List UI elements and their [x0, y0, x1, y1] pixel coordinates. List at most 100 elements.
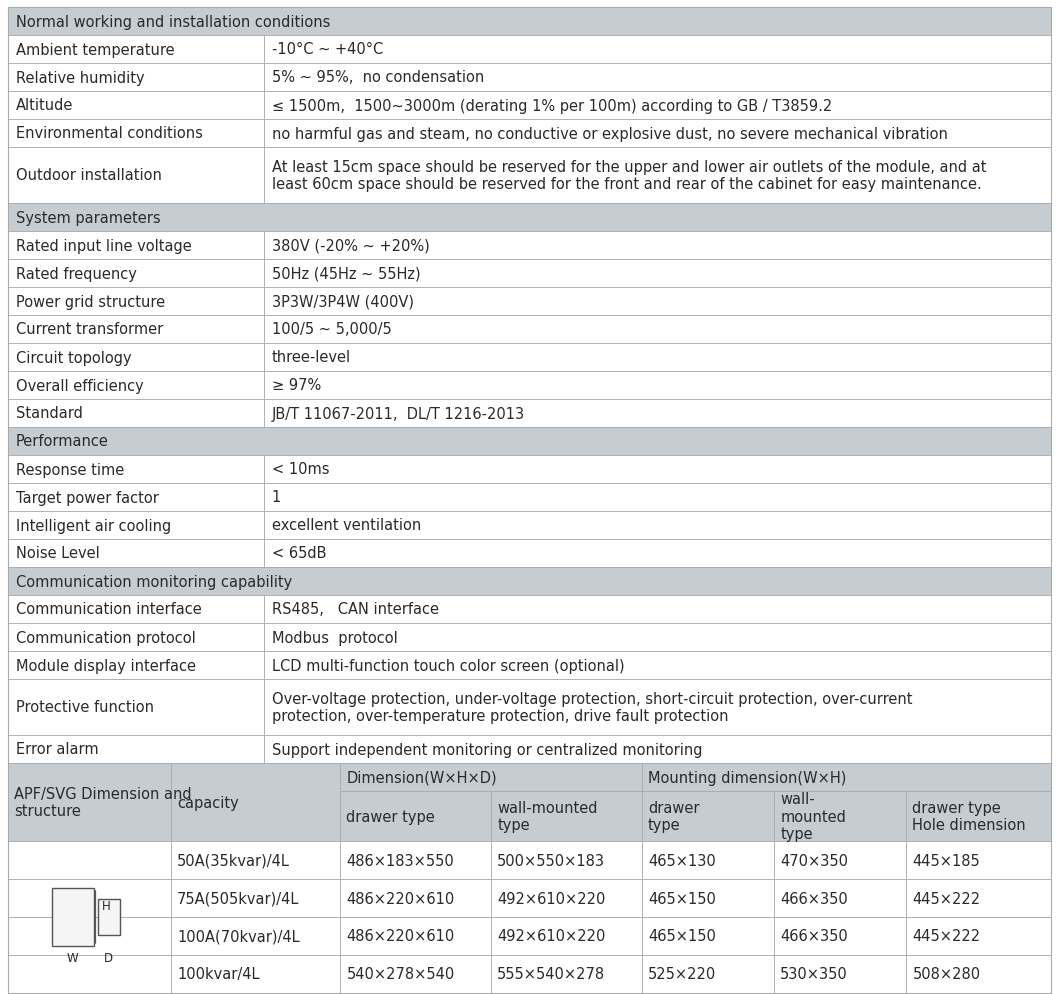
- Bar: [8, 64, 264, 91]
- Bar: [264, 259, 1051, 287]
- Text: 466×350: 466×350: [780, 928, 848, 943]
- Text: At least 15cm space should be reserved for the upper and lower air outlets of th: At least 15cm space should be reserved f…: [271, 160, 986, 192]
- Text: no harmful gas and steam, no conductive or explosive dust, no severe mechanical : no harmful gas and steam, no conductive …: [271, 126, 948, 141]
- Text: Overall efficiency: Overall efficiency: [16, 378, 144, 393]
- Bar: [264, 344, 1051, 372]
- Bar: [642, 763, 1051, 791]
- Text: 466×350: 466×350: [780, 891, 848, 906]
- Bar: [491, 791, 642, 842]
- Text: 445×222: 445×222: [913, 928, 981, 943]
- Bar: [264, 623, 1051, 651]
- Text: Ambient temperature: Ambient temperature: [16, 43, 175, 58]
- Text: D: D: [104, 951, 113, 964]
- Text: LCD multi-function touch color screen (optional): LCD multi-function touch color screen (o…: [271, 658, 624, 673]
- Bar: [774, 917, 907, 955]
- Text: 100/5 ~ 5,000/5: 100/5 ~ 5,000/5: [271, 322, 391, 337]
- Text: Error alarm: Error alarm: [16, 742, 98, 756]
- Text: 465×130: 465×130: [648, 853, 716, 868]
- Text: Intelligent air cooling: Intelligent air cooling: [16, 518, 172, 533]
- Text: ≥ 97%: ≥ 97%: [271, 378, 321, 393]
- Bar: [264, 455, 1051, 483]
- Text: 100kvar/4L: 100kvar/4L: [177, 966, 259, 981]
- Bar: [8, 763, 172, 993]
- Bar: [774, 791, 907, 842]
- Bar: [8, 36, 264, 64]
- Text: 492×610×220: 492×610×220: [497, 928, 606, 943]
- Bar: [907, 955, 1051, 993]
- Text: Target power factor: Target power factor: [16, 490, 159, 505]
- Bar: [172, 842, 340, 880]
- Bar: [264, 232, 1051, 259]
- Bar: [8, 568, 1051, 595]
- Text: capacity: capacity: [177, 795, 239, 810]
- Bar: [8, 120, 264, 148]
- Bar: [8, 842, 172, 880]
- Text: ≤ 1500m,  1500~3000m (derating 1% per 100m) according to GB / T3859.2: ≤ 1500m, 1500~3000m (derating 1% per 100…: [271, 98, 831, 113]
- Bar: [642, 842, 774, 880]
- Text: wall-
mounted
type: wall- mounted type: [780, 791, 846, 841]
- Bar: [8, 736, 264, 763]
- Text: Response time: Response time: [16, 462, 124, 477]
- Bar: [264, 679, 1051, 736]
- Bar: [264, 36, 1051, 64]
- Text: 50Hz (45Hz ~ 55Hz): 50Hz (45Hz ~ 55Hz): [271, 266, 420, 281]
- Bar: [340, 955, 491, 993]
- Text: Circuit topology: Circuit topology: [16, 350, 131, 365]
- Bar: [8, 204, 1051, 232]
- Bar: [172, 880, 340, 917]
- Text: 525×220: 525×220: [648, 966, 716, 981]
- Bar: [8, 400, 264, 427]
- Bar: [8, 955, 172, 993]
- Text: 75A(505kvar)/4L: 75A(505kvar)/4L: [177, 891, 300, 906]
- Bar: [8, 91, 264, 120]
- Text: < 65dB: < 65dB: [271, 546, 326, 561]
- Bar: [8, 512, 264, 540]
- Bar: [642, 880, 774, 917]
- Text: drawer type
Hole dimension: drawer type Hole dimension: [913, 800, 1026, 833]
- Text: Performance: Performance: [16, 434, 109, 449]
- Bar: [8, 651, 264, 679]
- Bar: [907, 880, 1051, 917]
- Text: 486×220×610: 486×220×610: [346, 891, 454, 906]
- Bar: [8, 540, 264, 568]
- Bar: [8, 316, 264, 344]
- Bar: [264, 512, 1051, 540]
- Text: 508×280: 508×280: [913, 966, 981, 981]
- Text: Dimension(W×H×D): Dimension(W×H×D): [346, 769, 497, 784]
- Bar: [907, 791, 1051, 842]
- Text: three-level: three-level: [271, 350, 351, 365]
- Bar: [8, 259, 264, 287]
- Text: wall-mounted
type: wall-mounted type: [497, 800, 597, 833]
- Bar: [491, 917, 642, 955]
- Bar: [8, 595, 264, 623]
- Bar: [642, 917, 774, 955]
- Text: -10°C ~ +40°C: -10°C ~ +40°C: [271, 43, 382, 58]
- Text: Support independent monitoring or centralized monitoring: Support independent monitoring or centra…: [271, 742, 702, 756]
- Text: W: W: [67, 951, 78, 964]
- Text: 486×183×550: 486×183×550: [346, 853, 454, 868]
- Bar: [8, 427, 1051, 455]
- Bar: [8, 880, 172, 917]
- Text: JB/T 11067-2011,  DL/T 1216-2013: JB/T 11067-2011, DL/T 1216-2013: [271, 407, 524, 421]
- Text: 3P3W/3P4W (400V): 3P3W/3P4W (400V): [271, 294, 413, 309]
- Text: drawer
type: drawer type: [648, 800, 699, 833]
- Bar: [172, 763, 340, 842]
- Text: Outdoor installation: Outdoor installation: [16, 168, 162, 183]
- Text: drawer type: drawer type: [346, 809, 435, 824]
- Text: Communication monitoring capability: Communication monitoring capability: [16, 574, 292, 588]
- Bar: [172, 917, 340, 955]
- Text: 50A(35kvar)/4L: 50A(35kvar)/4L: [177, 853, 290, 868]
- Bar: [52, 888, 93, 946]
- Text: 100A(70kvar)/4L: 100A(70kvar)/4L: [177, 928, 300, 943]
- Bar: [491, 955, 642, 993]
- Bar: [340, 917, 491, 955]
- Bar: [264, 595, 1051, 623]
- Bar: [774, 842, 907, 880]
- Text: System parameters: System parameters: [16, 211, 161, 226]
- Bar: [8, 232, 264, 259]
- Bar: [340, 791, 491, 842]
- Text: 470×350: 470×350: [780, 853, 848, 868]
- Bar: [264, 651, 1051, 679]
- Text: Over-voltage protection, under-voltage protection, short-circuit protection, ove: Over-voltage protection, under-voltage p…: [271, 691, 912, 724]
- Bar: [8, 372, 264, 400]
